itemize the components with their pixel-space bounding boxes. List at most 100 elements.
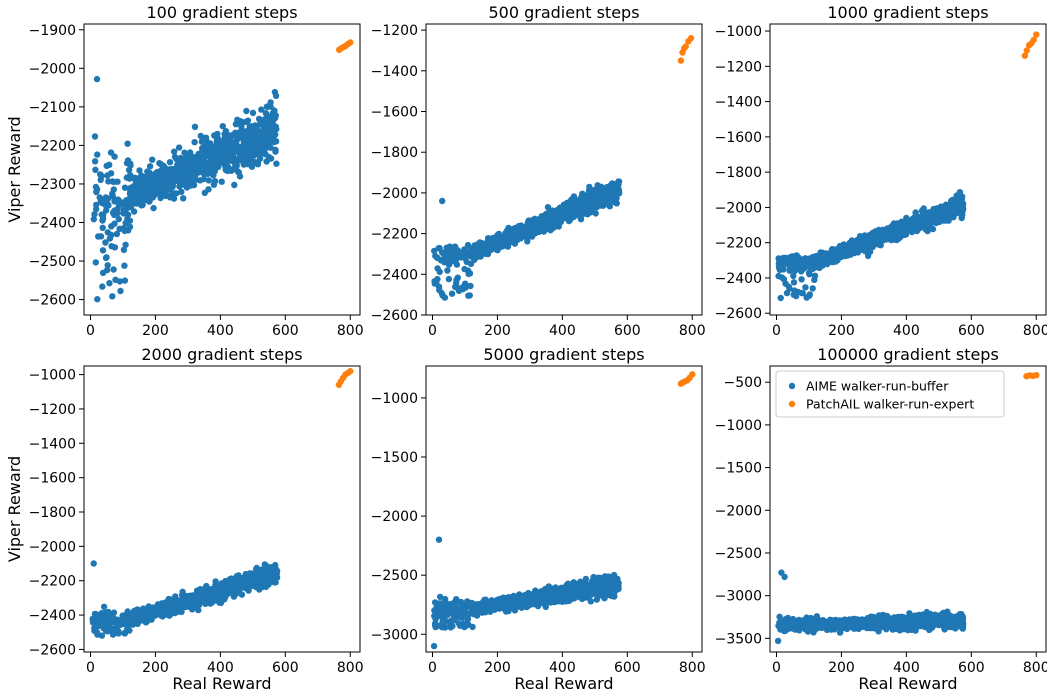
x-tick-label: 0 bbox=[428, 323, 437, 339]
buffer-point bbox=[602, 189, 610, 196]
buffer-point bbox=[197, 158, 205, 165]
buffer-point bbox=[198, 138, 206, 145]
buffer-point bbox=[122, 219, 129, 227]
buffer-point bbox=[254, 131, 262, 139]
buffer-point bbox=[233, 133, 241, 140]
buffer-point bbox=[537, 221, 545, 228]
buffer-point bbox=[257, 140, 264, 147]
buffer-point bbox=[91, 211, 98, 218]
y-tick-label: −2000 bbox=[371, 186, 418, 202]
buffer-point bbox=[230, 593, 238, 600]
buffer-point bbox=[782, 254, 789, 261]
buffer-point bbox=[520, 226, 527, 233]
buffer-point bbox=[92, 166, 99, 173]
buffer-point bbox=[252, 137, 259, 144]
buffer-point bbox=[930, 209, 938, 216]
buffer-point bbox=[233, 161, 240, 168]
buffer-point bbox=[200, 587, 207, 594]
buffer-point bbox=[222, 162, 229, 170]
buffer-point bbox=[106, 280, 113, 287]
buffer-point bbox=[792, 257, 800, 264]
buffer-point bbox=[241, 584, 248, 591]
buffer-point bbox=[588, 201, 595, 209]
buffer-point bbox=[490, 238, 497, 245]
buffer-point bbox=[161, 164, 168, 171]
y-tick-label: −2200 bbox=[29, 138, 76, 154]
buffer-point bbox=[802, 284, 809, 291]
buffer-point bbox=[444, 267, 451, 274]
buffer-point bbox=[99, 247, 107, 254]
buffer-point bbox=[100, 603, 108, 610]
x-tick-label: 200 bbox=[142, 660, 169, 676]
buffer-point bbox=[198, 148, 205, 156]
buffer-point bbox=[98, 172, 105, 180]
buffer-point bbox=[121, 262, 128, 269]
buffer-point bbox=[267, 144, 274, 151]
axes-frame bbox=[83, 23, 361, 316]
buffer-point bbox=[457, 285, 465, 292]
x-axis-label: Real Reward bbox=[172, 674, 271, 691]
subplot-title: 5000 gradient steps bbox=[483, 345, 644, 364]
buffer-point bbox=[787, 259, 794, 266]
buffer-point bbox=[90, 216, 98, 223]
buffer-point bbox=[166, 159, 174, 166]
buffer-point bbox=[180, 158, 187, 165]
buffer-point bbox=[105, 202, 112, 209]
buffer-point bbox=[799, 260, 806, 267]
subplot-title: 100 gradient steps bbox=[146, 3, 297, 22]
buffer-point bbox=[91, 158, 99, 165]
buffer-point bbox=[256, 155, 264, 162]
buffer-point bbox=[93, 629, 101, 636]
buffer-point bbox=[243, 107, 250, 115]
buffer-point bbox=[178, 188, 185, 195]
buffer-point bbox=[460, 248, 467, 256]
buffer-point bbox=[606, 198, 613, 206]
buffer-point bbox=[495, 230, 503, 238]
buffer-point bbox=[115, 215, 123, 223]
buffer-point bbox=[170, 177, 177, 185]
buffer-point bbox=[113, 230, 121, 238]
buffer-point bbox=[798, 289, 806, 297]
buffer-point bbox=[586, 194, 593, 201]
buffer-point bbox=[245, 143, 252, 150]
buffer-point bbox=[867, 231, 875, 239]
buffer-point bbox=[613, 200, 620, 207]
buffer-point bbox=[112, 276, 119, 283]
y-tick-label: −1900 bbox=[29, 23, 76, 39]
buffer-point bbox=[879, 226, 887, 233]
buffer-point bbox=[450, 257, 457, 264]
buffer-point bbox=[790, 272, 797, 280]
buffer-point bbox=[114, 629, 121, 636]
buffer-point bbox=[809, 265, 816, 273]
buffer-point bbox=[105, 610, 112, 617]
x-tick-label: 600 bbox=[614, 323, 641, 339]
buffer-point bbox=[254, 570, 262, 577]
buffer-point bbox=[932, 219, 940, 227]
buffer-point bbox=[861, 239, 868, 246]
buffer-point bbox=[120, 613, 127, 621]
buffer-point bbox=[232, 121, 240, 128]
buffer-point bbox=[210, 162, 217, 169]
x-tick-label: 200 bbox=[142, 323, 169, 339]
y-tick-label: −2000 bbox=[29, 61, 76, 77]
buffer-point bbox=[158, 174, 165, 181]
buffer-point bbox=[842, 242, 849, 249]
buffer-point bbox=[191, 123, 199, 130]
y-tick-label: −2600 bbox=[715, 306, 762, 322]
buffer-point bbox=[216, 159, 224, 166]
buffer-point bbox=[218, 178, 225, 185]
buffer-point bbox=[205, 177, 212, 184]
buffer-point bbox=[125, 196, 133, 203]
buffer-point bbox=[828, 252, 835, 259]
buffer-point bbox=[245, 149, 252, 156]
x-tick-label: 200 bbox=[484, 323, 511, 339]
buffer-point bbox=[185, 175, 193, 182]
buffer-point bbox=[207, 168, 214, 175]
subplot-title: 500 gradient steps bbox=[488, 3, 639, 22]
y-tick-label: −2400 bbox=[29, 215, 76, 231]
buffer-point bbox=[223, 584, 230, 591]
buffer-point bbox=[108, 243, 115, 250]
buffer-point bbox=[179, 599, 186, 606]
buffer-point bbox=[445, 275, 453, 283]
